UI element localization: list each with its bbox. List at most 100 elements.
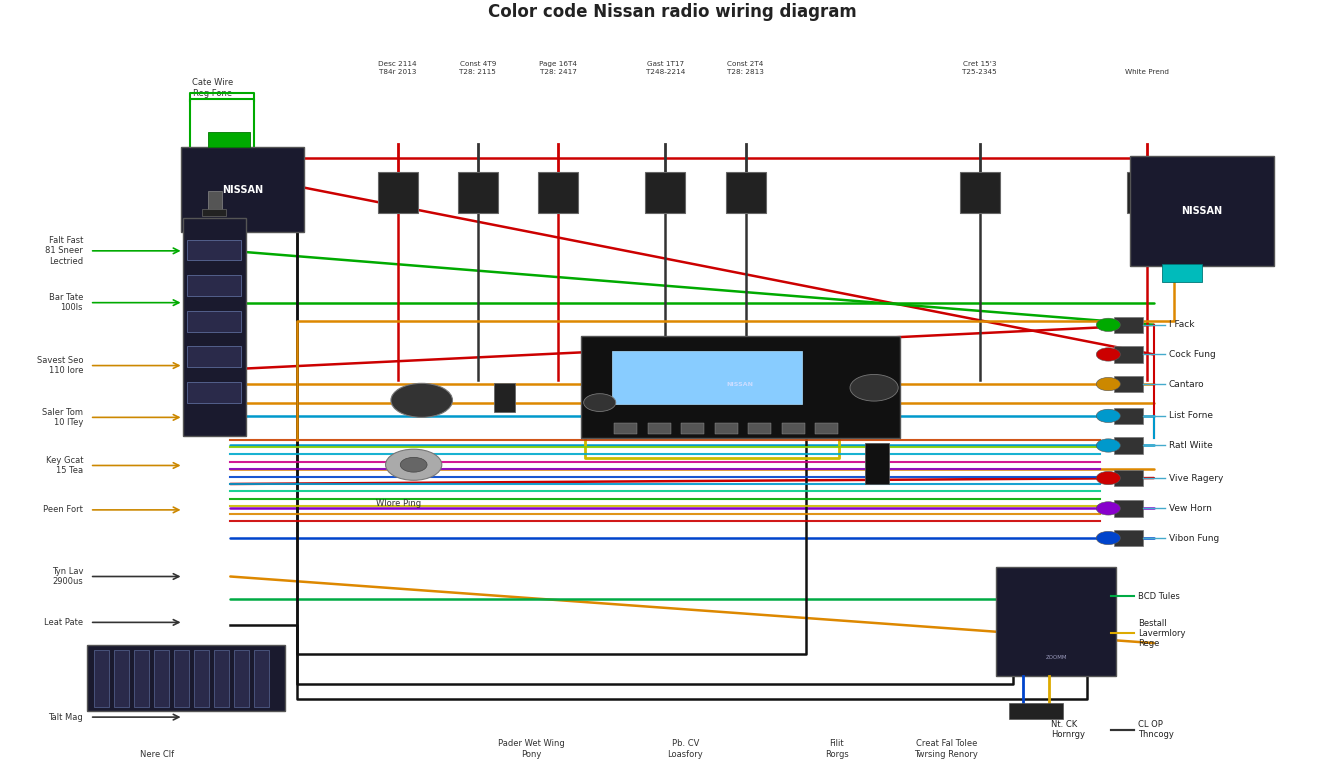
Circle shape bbox=[1097, 348, 1121, 361]
Circle shape bbox=[1097, 439, 1121, 452]
Text: Bestall
Lavermlory
Rege: Bestall Lavermlory Rege bbox=[1138, 618, 1185, 648]
Text: NISSAN: NISSAN bbox=[222, 185, 263, 195]
Bar bbox=[648, 423, 671, 434]
Bar bbox=[782, 423, 805, 434]
Bar bbox=[1009, 703, 1063, 720]
Text: Page 16T4
T28: 2417: Page 16T4 T28: 2417 bbox=[539, 61, 577, 74]
FancyBboxPatch shape bbox=[960, 172, 1000, 213]
Bar bbox=[1114, 437, 1144, 454]
Text: Savest Seo
110 lore: Savest Seo 110 lore bbox=[36, 356, 83, 376]
Bar bbox=[207, 191, 222, 212]
FancyBboxPatch shape bbox=[996, 567, 1117, 677]
Text: White Prend: White Prend bbox=[1125, 68, 1169, 74]
Text: Gast 1T17
T248-2214: Gast 1T17 T248-2214 bbox=[645, 61, 685, 74]
Text: Saler Tom
10 lTey: Saler Tom 10 lTey bbox=[42, 408, 83, 427]
Bar bbox=[749, 423, 771, 434]
Title: Color code Nissan radio wiring diagram: Color code Nissan radio wiring diagram bbox=[488, 3, 856, 21]
Bar bbox=[94, 650, 109, 707]
Circle shape bbox=[1097, 502, 1121, 515]
Text: Bar Tate
100ls: Bar Tate 100ls bbox=[48, 293, 83, 313]
Circle shape bbox=[401, 457, 427, 472]
Bar bbox=[1114, 470, 1144, 486]
Bar bbox=[114, 650, 129, 707]
FancyBboxPatch shape bbox=[1130, 156, 1274, 266]
Text: Vibon Fung: Vibon Fung bbox=[1168, 534, 1219, 542]
FancyBboxPatch shape bbox=[726, 172, 766, 213]
Bar bbox=[1114, 376, 1144, 392]
Text: Pb. CV
Loasfory: Pb. CV Loasfory bbox=[668, 740, 703, 759]
Bar bbox=[254, 650, 269, 707]
FancyBboxPatch shape bbox=[87, 644, 285, 711]
Text: Const 2T4
T28: 2813: Const 2T4 T28: 2813 bbox=[727, 61, 763, 74]
Bar bbox=[187, 311, 241, 332]
Bar bbox=[202, 209, 226, 216]
Bar bbox=[134, 650, 149, 707]
Text: Vew Horn: Vew Horn bbox=[1168, 504, 1211, 513]
Bar bbox=[175, 650, 188, 707]
Circle shape bbox=[1097, 472, 1121, 485]
Text: Cock Fung: Cock Fung bbox=[1168, 350, 1215, 359]
Text: Key Gcat
15 Tea: Key Gcat 15 Tea bbox=[46, 455, 83, 475]
Text: Cantaro: Cantaro bbox=[1168, 379, 1204, 389]
Bar bbox=[1114, 346, 1144, 362]
FancyBboxPatch shape bbox=[581, 336, 899, 438]
Text: Desc 2114
T84r 2013: Desc 2114 T84r 2013 bbox=[378, 61, 417, 74]
FancyBboxPatch shape bbox=[184, 217, 246, 436]
Circle shape bbox=[1097, 377, 1121, 391]
Bar bbox=[214, 650, 228, 707]
Bar bbox=[1161, 264, 1202, 282]
Text: NISSAN: NISSAN bbox=[727, 382, 754, 386]
Bar bbox=[1114, 316, 1144, 333]
Text: Pader Wet Wing
Pony: Pader Wet Wing Pony bbox=[499, 740, 564, 759]
FancyBboxPatch shape bbox=[378, 172, 418, 213]
Text: Tyn Lav
2900us: Tyn Lav 2900us bbox=[51, 567, 83, 586]
Bar bbox=[187, 382, 241, 402]
Bar bbox=[816, 423, 837, 434]
Text: List Forne: List Forne bbox=[1168, 412, 1212, 420]
FancyBboxPatch shape bbox=[181, 147, 304, 233]
Bar bbox=[187, 240, 241, 260]
Text: Ratl Wiite: Ratl Wiite bbox=[1168, 441, 1212, 450]
Circle shape bbox=[391, 383, 453, 417]
Text: CL OP
Thncogy: CL OP Thncogy bbox=[1138, 720, 1173, 740]
Bar bbox=[681, 423, 704, 434]
Text: Cate Wire
Reg Fone: Cate Wire Reg Fone bbox=[192, 78, 234, 98]
Bar bbox=[495, 382, 515, 412]
Text: Filit
Rorgs: Filit Rorgs bbox=[825, 740, 848, 759]
Bar bbox=[1114, 500, 1144, 517]
FancyBboxPatch shape bbox=[645, 172, 685, 213]
Text: ZOOMM: ZOOMM bbox=[1046, 655, 1067, 660]
Bar bbox=[194, 650, 208, 707]
Text: Creat Fal Tolee
Twrsing Renory: Creat Fal Tolee Twrsing Renory bbox=[914, 740, 978, 759]
Circle shape bbox=[583, 394, 616, 412]
Text: BCD Tules: BCD Tules bbox=[1138, 592, 1180, 601]
Bar bbox=[864, 443, 888, 484]
Text: Talt Mag: Talt Mag bbox=[48, 713, 83, 722]
Bar bbox=[187, 346, 241, 367]
Text: Peen Fort: Peen Fort bbox=[43, 505, 83, 515]
Bar bbox=[187, 275, 241, 296]
Text: Const 4T9
T28: 2115: Const 4T9 T28: 2115 bbox=[460, 61, 496, 74]
FancyBboxPatch shape bbox=[458, 172, 499, 213]
Bar bbox=[1114, 408, 1144, 424]
FancyBboxPatch shape bbox=[1128, 172, 1167, 213]
Circle shape bbox=[1097, 531, 1121, 545]
Text: Vive Ragery: Vive Ragery bbox=[1168, 474, 1223, 482]
Text: Nt. CK
Hornrgy: Nt. CK Hornrgy bbox=[1051, 720, 1085, 740]
Text: Wlore Ping: Wlore Ping bbox=[376, 498, 422, 508]
Bar bbox=[155, 650, 169, 707]
Circle shape bbox=[1097, 318, 1121, 332]
Bar bbox=[207, 132, 250, 147]
Circle shape bbox=[386, 449, 442, 480]
Text: Leat Pate: Leat Pate bbox=[44, 618, 83, 627]
Circle shape bbox=[1097, 409, 1121, 422]
Bar bbox=[612, 351, 802, 404]
FancyBboxPatch shape bbox=[538, 172, 578, 213]
Text: NISSAN: NISSAN bbox=[1181, 206, 1223, 216]
Text: Falt Fast
81 Sneer
Lectried: Falt Fast 81 Sneer Lectried bbox=[46, 236, 83, 266]
Text: Cret 15'3
T25-2345: Cret 15'3 T25-2345 bbox=[962, 61, 997, 74]
Bar bbox=[614, 423, 637, 434]
Text: I Fack: I Fack bbox=[1168, 320, 1193, 329]
Circle shape bbox=[849, 375, 898, 401]
Text: Nere Clf: Nere Clf bbox=[140, 750, 173, 760]
